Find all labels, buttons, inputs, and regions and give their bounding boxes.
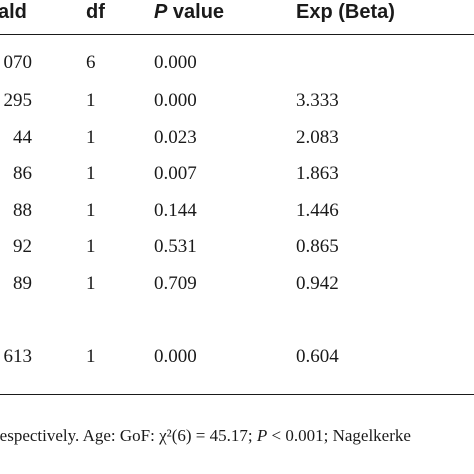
header-wald: ald — [0, 1, 27, 23]
cell-wald: 295 — [3, 90, 33, 111]
table-footnote: respectively. Age: GoF: χ²(6) = 45.17; P… — [0, 424, 474, 448]
cell-wald: 86 — [13, 163, 32, 184]
table-row: 92 1 0.531 0.865 — [0, 232, 474, 262]
cell-df: 1 — [86, 200, 96, 221]
cell-df: 1 — [86, 90, 96, 111]
cell-p-value: 0.007 — [154, 163, 197, 184]
footnote-part2: < 0.001; Nagelkerke — [267, 426, 411, 445]
header-df: df — [86, 1, 105, 23]
cell-p-value: 0.023 — [154, 127, 197, 148]
bottom-rule — [0, 394, 474, 395]
footnote-part1: respectively. Age: GoF: χ²(6) = 45.17; — [0, 426, 257, 445]
cell-exp-beta: 0.865 — [296, 236, 339, 257]
cell-df: 1 — [86, 236, 96, 257]
cell-exp-beta: 0.942 — [296, 273, 339, 294]
cell-exp-beta: 1.863 — [296, 163, 339, 184]
cell-p-value: 0.000 — [154, 52, 197, 73]
cell-wald: 613 — [3, 346, 33, 367]
cell-df: 6 — [86, 52, 96, 73]
cell-p-value: 0.144 — [154, 200, 197, 221]
cell-wald: 92 — [13, 236, 32, 257]
table-header: ald df P value Exp (Beta) — [0, 0, 474, 28]
cell-wald: 89 — [13, 273, 32, 294]
header-exp-beta: Exp (Beta) — [296, 1, 395, 23]
cell-df: 1 — [86, 163, 96, 184]
cell-df: 1 — [86, 127, 96, 148]
cell-df: 1 — [86, 273, 96, 294]
cell-exp-beta: 1.446 — [296, 200, 339, 221]
table-row: 88 1 0.144 1.446 — [0, 196, 474, 226]
header-p-rest: value — [167, 1, 225, 23]
table-row: 070 6 0.000 — [0, 48, 474, 78]
table-row: 44 1 0.023 2.083 — [0, 123, 474, 153]
cell-exp-beta: 2.083 — [296, 127, 339, 148]
cell-df: 1 — [86, 346, 96, 367]
table-row: 89 1 0.709 0.942 — [0, 269, 474, 299]
cell-exp-beta: 3.333 — [296, 90, 339, 111]
cell-exp-beta: 0.604 — [296, 346, 339, 367]
header-p-italic: P — [154, 1, 168, 23]
table-row: 295 1 0.000 3.333 — [0, 86, 474, 116]
cell-p-value: 0.709 — [154, 273, 197, 294]
header-rule — [0, 34, 474, 35]
table-row: 613 1 0.000 0.604 — [0, 342, 474, 372]
cell-p-value: 0.531 — [154, 236, 197, 257]
cell-wald: 88 — [13, 200, 32, 221]
cell-wald: 070 — [3, 52, 33, 73]
table-row: 86 1 0.007 1.863 — [0, 159, 474, 189]
footnote-p-italic: P — [256, 426, 268, 445]
header-p-value: P value — [154, 0, 224, 24]
cell-p-value: 0.000 — [154, 346, 197, 367]
cell-wald: 44 — [13, 127, 32, 148]
cell-p-value: 0.000 — [154, 90, 197, 111]
